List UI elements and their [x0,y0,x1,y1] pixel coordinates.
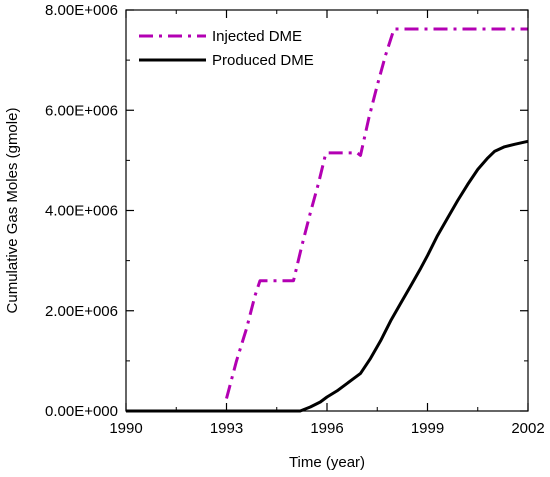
y-tick-label: 0.00E+000 [45,403,118,420]
legend: Injected DME Produced DME [139,28,314,69]
y-tick-labels: 0.00E+000 2.00E+006 4.00E+006 6.00E+006 8.00… [45,2,118,420]
y-axis-title: Cumulative Gas Moles (gmole) [4,108,21,314]
y-tick-label: 4.00E+006 [45,203,118,220]
series-layer [126,27,529,413]
plot-frame [125,9,529,412]
axis-ticks [125,9,529,412]
x-tick-labels: 1990 1993 1996 1999 2002 [109,420,544,437]
y-tick-label: 6.00E+006 [45,102,118,119]
legend-label-1: Injected DME [212,28,302,45]
x-tick-label: 1990 [109,420,142,437]
series-line-1 [225,27,528,399]
legend-label-2: Produced DME [212,52,314,69]
x-axis-title: Time (year) [289,454,365,471]
x-tick-label: 2002 [511,420,544,437]
y-tick-label: 8.00E+006 [45,2,118,19]
x-tick-label: 1996 [310,420,343,437]
y-tick-label: 2.00E+006 [45,303,118,320]
x-tick-label: 1993 [210,420,243,437]
x-tick-label: 1999 [411,420,444,437]
series-line-2 [126,139,529,413]
